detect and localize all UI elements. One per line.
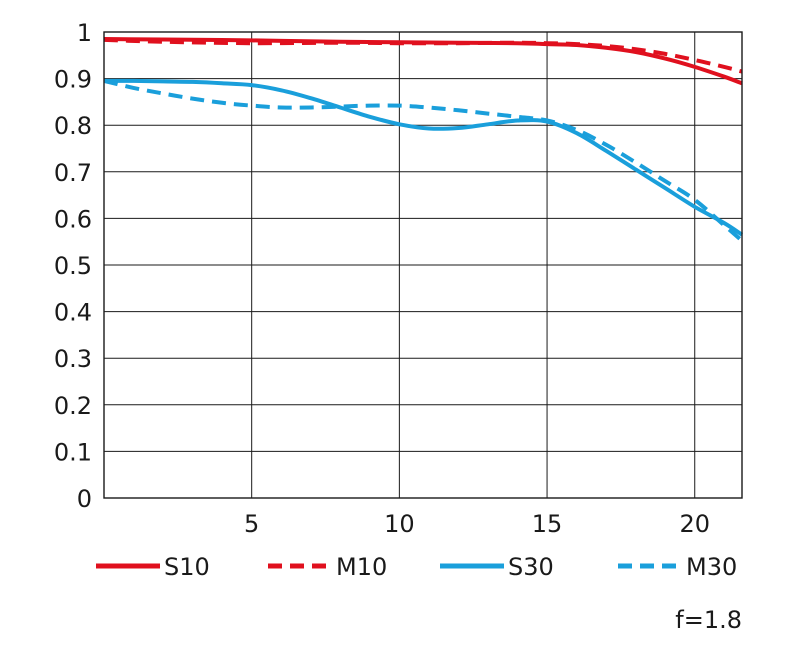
legend-label-s10: S10 [164, 553, 210, 581]
y-tick-label: 0.2 [54, 392, 92, 420]
plot-frame [103, 31, 743, 499]
x-tick-label: 10 [384, 510, 415, 538]
series-line-s10 [103, 37, 743, 86]
y-tick-label: 0.4 [54, 299, 92, 327]
y-tick-label: 0.8 [54, 112, 92, 140]
grid [104, 31, 742, 499]
x-tick-label: 5 [244, 510, 259, 538]
aperture-annotation: f=1.8 [675, 606, 742, 634]
y-tick-label: 0 [77, 485, 92, 513]
series-line-m30 [103, 78, 744, 243]
y-axis-ticks: 0 0.1 0.2 0.3 0.4 0.5 0.6 0.7 0.8 0.9 1 [54, 19, 92, 513]
x-axis-ticks: 5 10 15 20 [244, 510, 710, 538]
legend-label-m30: M30 [686, 553, 737, 581]
legend-label-s30: S30 [508, 553, 554, 581]
y-tick-label: 0.5 [54, 252, 92, 280]
y-tick-label: 0.1 [54, 438, 92, 466]
series-lines [103, 37, 744, 243]
legend-label-m10: M10 [336, 553, 387, 581]
x-tick-label: 15 [532, 510, 563, 538]
series-line-m10 [103, 37, 743, 74]
y-tick-label: 0.7 [54, 159, 92, 187]
y-tick-label: 0.6 [54, 205, 92, 233]
y-tick-label: 1 [77, 19, 92, 47]
series-line-s30 [103, 78, 744, 237]
legend: S10 M10 S30 M30 [96, 553, 737, 581]
y-tick-label: 0.3 [54, 345, 92, 373]
x-tick-label: 20 [679, 510, 710, 538]
y-tick-label: 0.9 [54, 66, 92, 94]
